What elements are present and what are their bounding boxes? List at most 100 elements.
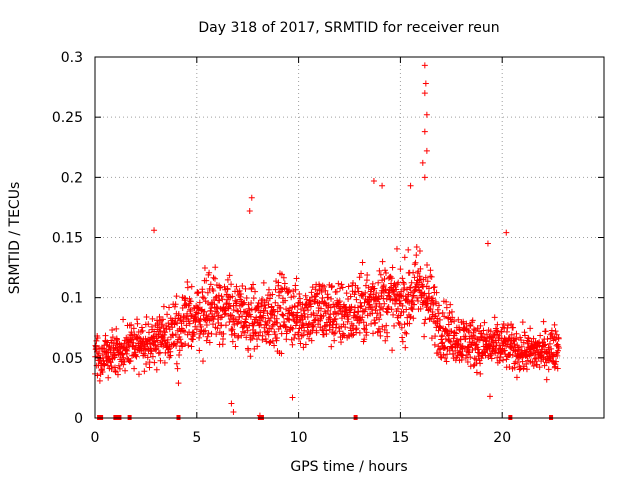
data-point [513,330,520,337]
data-point [410,315,417,322]
data-point [277,304,284,311]
data-point [176,347,183,354]
data-point [224,296,231,303]
data-point [555,335,562,342]
data-point [199,289,206,296]
data-point [443,298,450,305]
data-point [363,277,370,284]
data-point [232,343,239,350]
data-point [202,327,209,334]
data-point [210,274,217,281]
data-point [283,336,290,343]
data-point [145,329,152,336]
data-point [279,311,286,318]
data-point [542,328,549,335]
data-point [382,337,389,344]
data-point [442,336,449,343]
data-point [300,307,307,314]
data-point [156,349,163,356]
data-point [120,316,127,323]
data-point [443,358,450,365]
x-tick-label: 5 [192,430,201,446]
data-point [304,324,311,331]
data-point [317,305,324,312]
data-point [102,332,109,339]
data-point [213,331,220,338]
data-point [247,313,254,320]
data-point [362,289,369,296]
data-point [241,299,248,306]
data-point [542,341,549,348]
data-point [469,346,476,353]
data-point [389,264,396,271]
data-point [520,339,527,346]
data-point [143,313,150,320]
data-point [360,319,367,326]
data-point [519,319,526,326]
data-point [427,273,434,280]
data-point [310,323,317,330]
data-point [541,362,548,369]
data-point [200,295,207,302]
data-point [478,330,485,337]
data-point [128,321,135,328]
data-point [195,289,202,296]
axis-ticks: 0 0.05 0.1 0.15 0.2 0.25 0.3 0 5 10 15 20 [52,50,604,446]
data-point [384,333,391,340]
data-point [477,370,484,377]
data-point [450,335,457,342]
y-tick-label: 0.1 [61,291,83,307]
data-point [306,320,313,327]
data-point [146,364,153,371]
data-point [370,330,377,337]
data-point [375,279,382,286]
data-point [229,326,236,333]
data-point [288,294,295,301]
data-point [274,335,281,342]
data-point [193,326,200,333]
data-point [359,259,366,266]
data-point [448,308,455,315]
data-point [339,284,346,291]
data-point [302,341,309,348]
data-point [226,300,233,307]
data-point [554,352,561,359]
data-point [93,337,100,344]
data-point [136,334,143,341]
data-point [523,348,530,355]
data-point [437,345,444,352]
data-point [463,320,470,327]
data-point [308,337,315,344]
data-point [338,281,345,288]
data-point [201,308,208,315]
data-point [159,316,166,323]
data-point [224,276,231,283]
data-point [259,332,266,339]
data-point [108,365,115,372]
data-point [250,295,257,302]
data-point [462,355,469,362]
data-point [391,322,398,329]
data-point [379,323,386,330]
data-point [381,300,388,307]
data-point [434,306,441,313]
data-point [416,273,423,280]
data-point [229,293,236,300]
data-point [388,306,395,313]
data-point [465,349,472,356]
data-point [215,292,222,299]
data-point [294,319,301,326]
data-point [325,294,332,301]
data-point [327,304,334,311]
data-point [248,194,255,201]
data-point [417,265,424,272]
data-point [205,330,212,337]
data-point [377,311,384,318]
data-point [226,319,233,326]
data-point [155,331,162,338]
data-point [252,288,259,295]
data-point [242,319,249,326]
data-point [314,290,321,297]
data-point [207,307,214,314]
